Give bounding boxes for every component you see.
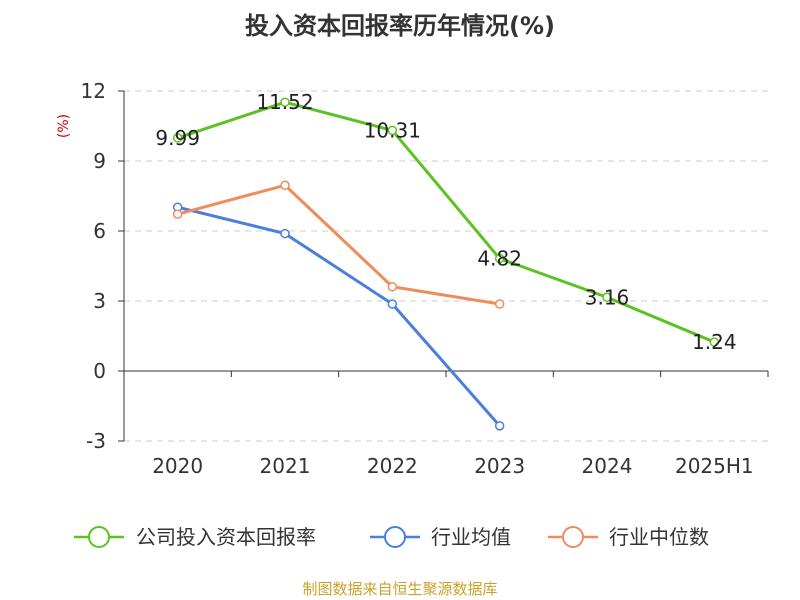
legend-label: 行业均值 xyxy=(431,525,511,549)
y-tick-label: 6 xyxy=(93,219,106,243)
legend[interactable]: 公司投入资本回报率 行业均值 行业中位数 xyxy=(74,525,709,549)
data-point[interactable] xyxy=(494,299,505,309)
y-tick-label: 0 xyxy=(93,359,106,383)
series-line xyxy=(177,100,715,344)
series-line xyxy=(177,183,500,306)
data-point[interactable] xyxy=(280,228,290,239)
y-tick-label: -3 xyxy=(86,429,106,453)
legend-item[interactable]: 行业中位数 xyxy=(548,525,709,549)
data-labels: 9.99 11.52 10.31 4.82 3.16 1.24 xyxy=(155,90,736,354)
data-label: 3.16 xyxy=(585,285,630,309)
data-label: 1.24 xyxy=(692,330,737,354)
legend-marker xyxy=(562,526,584,548)
data-label: 4.82 xyxy=(477,247,522,271)
legend-marker xyxy=(384,526,406,548)
y-tick-label: 12 xyxy=(81,79,106,103)
data-point[interactable] xyxy=(172,209,183,219)
data-point[interactable] xyxy=(280,97,290,107)
x-tick-label: 2025H1 xyxy=(675,454,754,478)
data-label: 9.99 xyxy=(155,126,200,150)
y-axis-unit: (%) xyxy=(56,114,72,138)
legend-item[interactable]: 行业均值 xyxy=(370,525,511,549)
legend-marker xyxy=(88,526,110,548)
data-point[interactable] xyxy=(709,337,720,347)
legend-label: 公司投入资本回报率 xyxy=(136,525,316,549)
data-label: 10.31 xyxy=(364,118,421,142)
source-note: 制图数据来自恒生聚源数据库 xyxy=(302,580,498,598)
data-point[interactable] xyxy=(387,282,398,292)
x-tick-label: 2022 xyxy=(367,454,418,478)
data-point[interactable] xyxy=(387,299,398,309)
legend-label: 行业中位数 xyxy=(609,525,709,549)
y-tick-label: 3 xyxy=(93,289,106,313)
series-lines xyxy=(172,97,720,431)
data-label: 11.52 xyxy=(256,90,313,114)
x-tick-label: 2024 xyxy=(582,454,633,478)
data-point[interactable] xyxy=(387,125,398,136)
x-tick-label: 2023 xyxy=(474,454,525,478)
legend-item[interactable]: 公司投入资本回报率 xyxy=(74,525,316,549)
data-point[interactable] xyxy=(602,292,612,303)
data-point[interactable] xyxy=(280,180,290,191)
axes: -3 0 3 6 9 12 2020 2021 2022 2023 2024 2025H1 (%) xyxy=(56,79,769,478)
data-point[interactable] xyxy=(172,133,183,143)
data-point[interactable] xyxy=(494,421,505,431)
grid-lines xyxy=(124,90,768,442)
data-point[interactable] xyxy=(494,253,505,264)
y-tick-label: 9 xyxy=(93,149,106,173)
x-tick-label: 2021 xyxy=(260,454,311,478)
chart-title: 投入资本回报率历年情况(%) xyxy=(245,12,555,40)
x-tick-label: 2020 xyxy=(152,454,203,478)
series-line xyxy=(177,205,501,427)
